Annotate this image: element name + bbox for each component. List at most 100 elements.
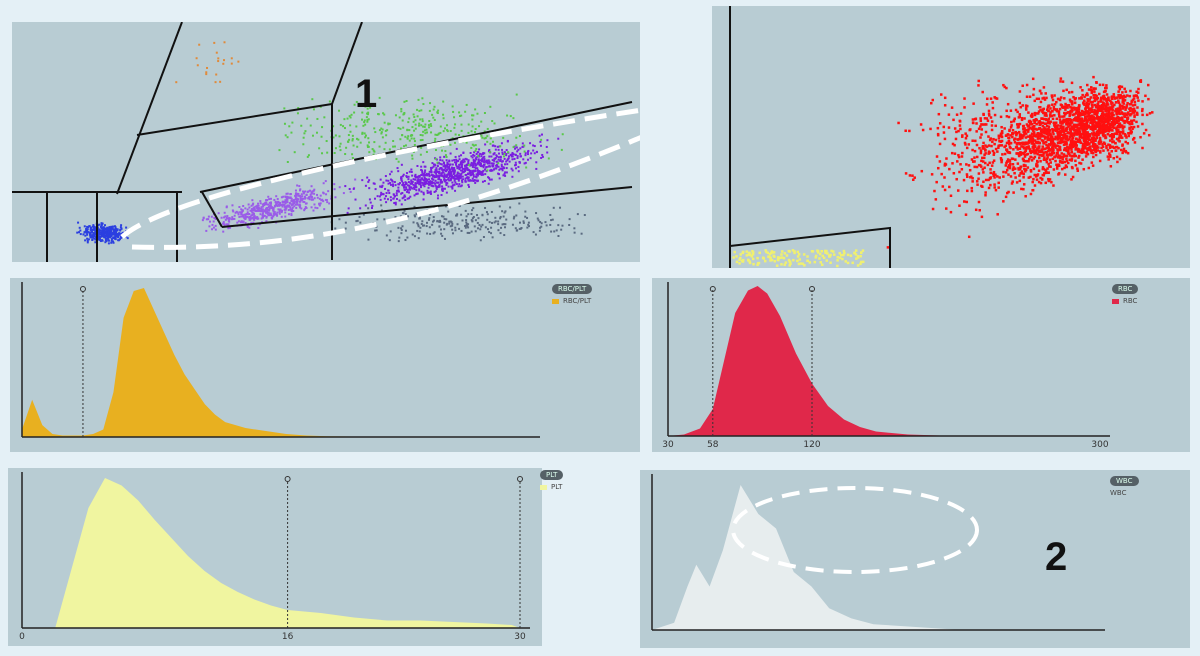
data-point (827, 255, 831, 258)
data-point (1102, 149, 1105, 152)
data-point (1035, 133, 1038, 136)
data-point (231, 218, 234, 221)
data-point (501, 223, 504, 226)
data-point (1128, 127, 1131, 131)
data-point (515, 136, 518, 139)
data-point (469, 163, 472, 166)
data-point (527, 223, 530, 226)
data-point (479, 228, 482, 231)
data-point (259, 200, 262, 203)
data-point (934, 198, 938, 201)
data-point (404, 239, 407, 242)
data-point (505, 218, 508, 221)
data-point (1101, 106, 1105, 109)
data-point (1002, 175, 1005, 178)
data-point (1095, 94, 1098, 98)
data-point (1070, 134, 1073, 138)
data-point (421, 134, 424, 137)
data-point (250, 209, 253, 212)
data-point (334, 227, 337, 230)
data-point (1032, 118, 1036, 122)
data-point (363, 132, 366, 135)
data-point (364, 123, 367, 126)
data-point (433, 206, 436, 209)
data-point (1097, 131, 1101, 134)
data-point (1118, 134, 1121, 138)
data-point (1024, 170, 1027, 173)
data-point (993, 176, 996, 179)
data-point (1104, 97, 1108, 101)
data-point (1097, 116, 1101, 119)
data-point (323, 208, 326, 211)
data-point (465, 219, 468, 222)
data-point (527, 225, 530, 228)
data-point (1020, 145, 1023, 148)
data-point (368, 187, 371, 190)
data-point (467, 160, 470, 163)
data-point (483, 161, 486, 164)
data-point (1065, 143, 1068, 146)
data-point (469, 171, 472, 174)
data-point (991, 106, 995, 110)
data-point (1101, 132, 1105, 136)
data-point (385, 201, 388, 204)
data-point (456, 171, 459, 174)
data-point (434, 190, 437, 193)
data-point (280, 209, 283, 212)
data-point (408, 186, 411, 189)
data-point (1077, 116, 1080, 120)
data-point (1141, 107, 1144, 111)
data-point (1129, 132, 1133, 135)
data-point (1021, 84, 1024, 88)
data-point (494, 148, 497, 151)
data-point (113, 228, 116, 231)
data-point (1098, 159, 1102, 163)
data-point (1092, 127, 1096, 130)
data-point (386, 198, 389, 201)
data-point (494, 216, 497, 219)
data-point (333, 151, 336, 154)
data-point (1088, 135, 1092, 138)
data-point (1074, 159, 1077, 163)
data-point (1040, 92, 1043, 95)
data-point (217, 212, 220, 215)
data-point (441, 149, 444, 152)
data-point (474, 162, 477, 165)
data-point (466, 231, 469, 234)
data-point (941, 185, 945, 188)
data-point (1067, 111, 1070, 114)
data-point (253, 218, 256, 221)
data-point (208, 225, 211, 228)
data-point (410, 168, 413, 171)
data-point (261, 212, 264, 215)
data-point (252, 202, 255, 205)
data-point (413, 205, 416, 208)
data-point (1131, 138, 1135, 141)
data-point (307, 190, 310, 193)
data-point (364, 105, 367, 108)
data-point (1070, 107, 1073, 111)
data-point (735, 255, 738, 258)
data-point (446, 178, 449, 181)
data-point (1061, 158, 1064, 161)
data-point (998, 176, 1001, 179)
data-point (421, 173, 424, 176)
data-point (1118, 85, 1122, 88)
data-point (1119, 108, 1122, 112)
data-point (198, 43, 201, 46)
data-point (278, 212, 281, 215)
data-point (347, 134, 350, 137)
data-point (499, 167, 502, 170)
data-point (290, 199, 293, 202)
data-point (418, 217, 421, 220)
data-point (970, 186, 974, 190)
data-point (436, 181, 439, 184)
data-point (1007, 115, 1011, 119)
data-point (424, 132, 427, 135)
data-point (971, 148, 974, 152)
data-point (841, 257, 844, 261)
data-point (991, 161, 995, 164)
data-point (1009, 126, 1013, 129)
data-point (1013, 167, 1017, 170)
data-point (458, 177, 461, 180)
